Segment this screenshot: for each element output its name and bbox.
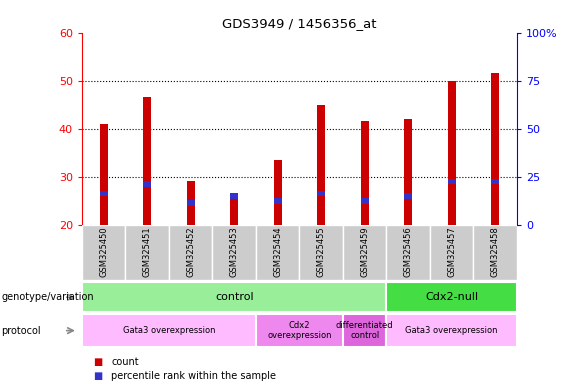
Text: GSM325455: GSM325455: [317, 226, 325, 277]
Bar: [386, 314, 517, 347]
Bar: [386, 282, 517, 312]
Bar: [430, 225, 473, 280]
Bar: [169, 225, 212, 280]
Bar: [492, 73, 499, 225]
Bar: [144, 98, 151, 225]
Bar: [361, 198, 368, 204]
Bar: [448, 81, 455, 225]
Bar: [473, 225, 517, 280]
Bar: [318, 190, 325, 196]
Text: Cdx2-null: Cdx2-null: [425, 292, 479, 302]
Bar: [343, 225, 386, 280]
Text: GSM325453: GSM325453: [230, 226, 238, 277]
Text: ■: ■: [93, 371, 102, 381]
Bar: [256, 225, 299, 280]
Text: GSM325457: GSM325457: [447, 226, 456, 277]
Bar: [274, 198, 281, 204]
Text: GSM325456: GSM325456: [404, 226, 412, 277]
Bar: [100, 190, 107, 196]
Text: GSM325452: GSM325452: [186, 226, 195, 277]
Text: GSM325454: GSM325454: [273, 226, 282, 277]
Text: percentile rank within the sample: percentile rank within the sample: [111, 371, 276, 381]
Bar: [212, 225, 256, 280]
Text: differentiated
control: differentiated control: [336, 321, 393, 340]
Bar: [361, 121, 368, 225]
Text: ■: ■: [93, 357, 102, 367]
Bar: [343, 314, 386, 347]
Text: count: count: [111, 357, 139, 367]
Bar: [405, 193, 412, 199]
Bar: [231, 196, 238, 225]
Bar: [144, 181, 151, 187]
Title: GDS3949 / 1456356_at: GDS3949 / 1456356_at: [222, 17, 377, 30]
Bar: [125, 225, 169, 280]
Bar: [492, 179, 499, 184]
Bar: [187, 200, 194, 206]
Bar: [187, 182, 194, 225]
Bar: [274, 160, 281, 225]
Text: Gata3 overexpression: Gata3 overexpression: [406, 326, 498, 335]
Text: control: control: [215, 292, 254, 302]
Text: GSM325451: GSM325451: [143, 226, 151, 277]
Bar: [405, 119, 412, 225]
Text: protocol: protocol: [1, 326, 41, 336]
Bar: [386, 225, 430, 280]
Bar: [256, 314, 343, 347]
Bar: [82, 225, 125, 280]
Text: Cdx2
overexpression: Cdx2 overexpression: [267, 321, 332, 340]
Bar: [82, 314, 256, 347]
Bar: [318, 105, 325, 225]
Bar: [448, 179, 455, 184]
Text: GSM325450: GSM325450: [99, 226, 108, 277]
Text: Gata3 overexpression: Gata3 overexpression: [123, 326, 215, 335]
Text: genotype/variation: genotype/variation: [1, 292, 94, 302]
Bar: [299, 225, 343, 280]
Text: GSM325458: GSM325458: [491, 226, 499, 277]
Bar: [100, 124, 107, 225]
Bar: [231, 193, 238, 199]
Text: GSM325459: GSM325459: [360, 226, 369, 277]
Bar: [82, 282, 386, 312]
